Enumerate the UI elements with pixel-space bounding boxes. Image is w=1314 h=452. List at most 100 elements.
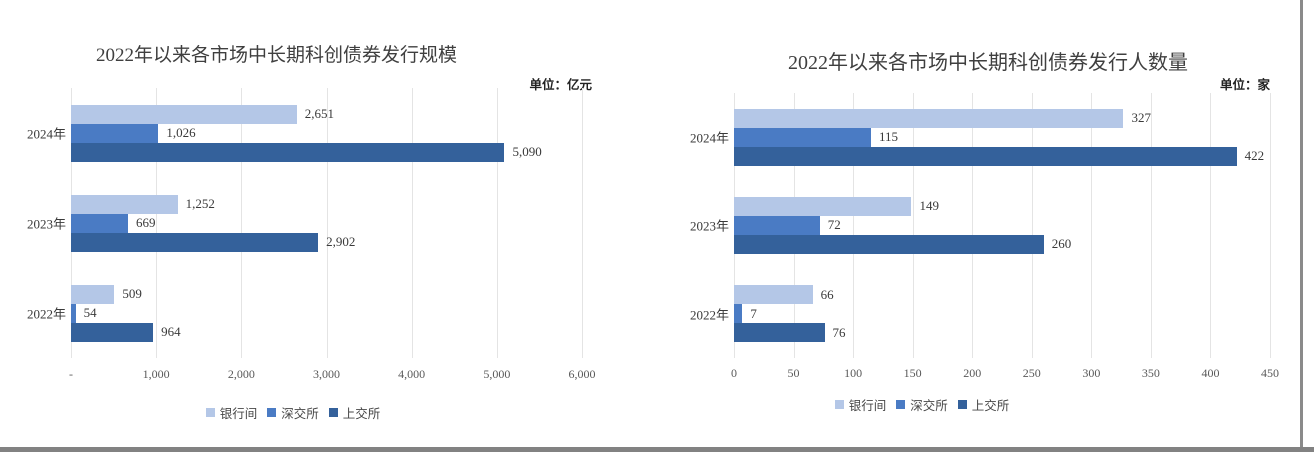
legend-label: 银行间 <box>848 399 887 413</box>
gridline <box>972 93 974 358</box>
x-axis: - 1,000 2,000 3,000 4,000 5,000 6,000 <box>69 367 596 383</box>
value-label: 327 <box>1131 110 1151 126</box>
value-label: 1,252 <box>185 196 215 211</box>
value-label: 115 <box>878 129 898 145</box>
x-tick-label: 250 <box>1022 366 1041 380</box>
bar-row: 5,090 <box>71 142 582 162</box>
legend-item: 上交所 <box>957 395 1010 414</box>
unit-label: 单位：家 <box>1219 78 1270 92</box>
bar <box>71 322 154 342</box>
plot-area: 2024年 2,651 1,026 5,090 2023年 1,252 669 2,902 20… <box>27 88 583 358</box>
x-tick-label: 200 <box>963 366 982 380</box>
value-label: 509 <box>122 286 142 301</box>
bar <box>71 142 505 162</box>
x-tick-label: 400 <box>1201 366 1220 380</box>
value-label: 149 <box>919 198 939 214</box>
bar <box>734 323 825 343</box>
bar-row: 327 <box>734 108 1270 128</box>
value-label: 72 <box>827 217 841 233</box>
gridline <box>156 88 158 358</box>
gridline <box>1210 93 1212 358</box>
x-tick-label: 5,000 <box>483 367 511 381</box>
bar <box>71 213 128 233</box>
legend-swatch <box>267 408 277 417</box>
bar-row: 260 <box>734 234 1270 254</box>
value-label: 964 <box>161 324 181 339</box>
bar-row: 7 <box>734 304 1270 324</box>
gridline <box>1031 93 1033 358</box>
legend-label: 深交所 <box>281 407 319 421</box>
value-label: 2,651 <box>304 106 335 121</box>
bar-group: 2023年 149 72 260 <box>690 196 1270 254</box>
bar <box>71 104 297 124</box>
legend-swatch <box>328 408 338 417</box>
bar-row: 66 <box>734 285 1270 305</box>
bar-group: 2024年 2,651 1,026 5,090 <box>27 104 582 162</box>
bar-row: 669 <box>71 213 582 233</box>
gridline <box>326 88 328 358</box>
bar-row: 76 <box>734 323 1270 343</box>
x-tick-label: 150 <box>903 366 922 380</box>
gridline <box>411 88 413 358</box>
bar <box>71 232 319 252</box>
legend-swatch <box>834 400 844 409</box>
value-label: 1,026 <box>166 125 196 140</box>
bar <box>71 194 178 214</box>
bar <box>71 284 115 304</box>
legend-item: 银行间 <box>205 403 257 422</box>
window-bottom-edge <box>0 447 1314 452</box>
x-tick-label: 6,000 <box>568 367 596 381</box>
bar <box>71 303 76 323</box>
value-label: 669 <box>135 215 156 230</box>
value-label: 5,090 <box>512 144 542 159</box>
legend-item: 深交所 <box>896 395 948 414</box>
bar <box>71 123 159 143</box>
value-label: 2,902 <box>326 234 356 249</box>
bar-row: 1,026 <box>71 123 582 143</box>
bar <box>734 285 813 305</box>
gridline <box>853 93 855 358</box>
x-tick-label: 50 <box>787 366 800 380</box>
legend-label: 上交所 <box>342 407 381 421</box>
gridline <box>1091 93 1093 358</box>
x-tick-label: 350 <box>1141 366 1160 380</box>
legend-label: 上交所 <box>971 399 1010 413</box>
bar-row: 72 <box>734 215 1270 235</box>
legend-label: 深交所 <box>910 399 948 413</box>
legend: 银行间 深交所 上交所 <box>0 403 586 422</box>
bar <box>734 215 820 235</box>
bar-row: 509 <box>71 284 582 304</box>
plot-area: 2024年 327 115 422 2023年 149 72 260 2022年 66 7 76 <box>690 93 1271 358</box>
bar-group: 2022年 509 54 964 <box>27 284 582 342</box>
x-axis: 0 50 100 150 200 250 300 350 400 450 <box>731 366 1279 382</box>
x-tick-label: - <box>69 367 73 381</box>
legend-swatch <box>896 400 906 409</box>
unit-label: 单位：亿元 <box>529 78 592 92</box>
value-label: 422 <box>1244 148 1265 164</box>
bar <box>734 108 1124 128</box>
x-tick-label: 100 <box>844 366 863 380</box>
category-label: 2022年 <box>689 307 729 323</box>
value-label: 66 <box>820 286 834 302</box>
gridline <box>1150 93 1152 358</box>
x-tick-label: 3,000 <box>313 367 340 381</box>
legend-swatch <box>205 408 215 417</box>
bar-row: 1,252 <box>71 194 582 214</box>
bar-group: 2023年 1,252 669 2,902 <box>27 194 582 252</box>
value-label: 7 <box>750 305 757 321</box>
bar-row: 54 <box>71 303 582 323</box>
bar-row: 2,651 <box>71 104 582 124</box>
bar-row: 149 <box>734 196 1270 216</box>
legend-item: 上交所 <box>328 403 381 422</box>
window-right-border <box>1300 0 1303 447</box>
bar-row: 2,902 <box>71 232 582 252</box>
legend-swatch <box>957 400 967 409</box>
x-tick-label: 2,000 <box>227 367 255 381</box>
bar-group: 2024年 327 115 422 <box>690 108 1270 166</box>
gridline <box>1270 93 1271 358</box>
bar <box>734 234 1044 254</box>
bar <box>734 196 912 216</box>
gridline <box>496 88 498 358</box>
category-label: 2022年 <box>26 306 66 322</box>
bar-group: 2022年 66 7 76 <box>690 285 1270 343</box>
